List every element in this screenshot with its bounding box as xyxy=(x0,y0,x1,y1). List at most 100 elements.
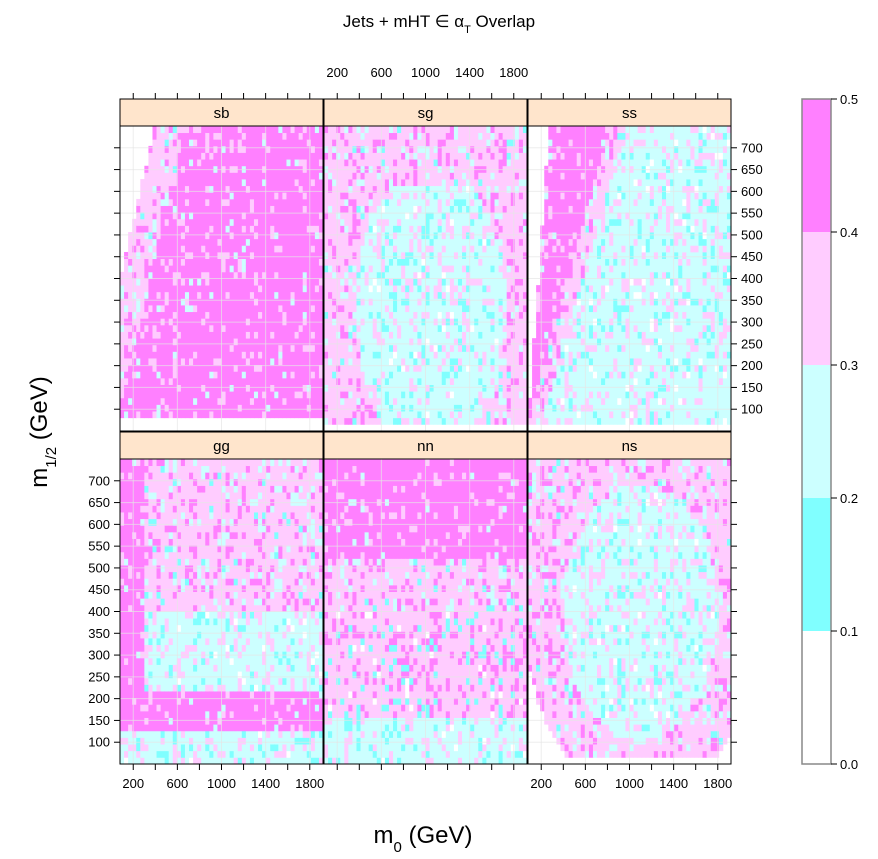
heatmap-cell xyxy=(295,133,299,140)
heatmap-cell xyxy=(340,153,344,160)
heatmap-cell xyxy=(185,298,189,305)
heatmap-cell xyxy=(560,411,564,418)
heatmap-cell xyxy=(205,239,209,246)
heatmap-cell xyxy=(369,252,373,259)
heatmap-cell xyxy=(499,398,503,405)
heatmap-cell xyxy=(270,391,274,398)
heatmap-cell xyxy=(136,371,140,378)
heatmap-cell xyxy=(299,219,303,226)
heatmap-cell xyxy=(409,404,413,411)
heatmap-cell xyxy=(254,126,258,133)
heatmap-cell xyxy=(266,298,270,305)
heatmap-cell xyxy=(507,245,511,252)
heatmap-cell xyxy=(234,292,238,299)
heatmap-cell xyxy=(169,358,173,365)
heatmap-cell xyxy=(556,358,560,365)
heatmap-cell xyxy=(348,378,352,385)
heatmap-cell xyxy=(128,272,132,279)
heatmap-cell xyxy=(234,385,238,392)
heatmap-cell xyxy=(577,298,581,305)
heatmap-cell xyxy=(205,398,209,405)
heatmap-cell xyxy=(124,411,128,418)
heatmap-cell xyxy=(246,192,250,199)
heatmap-cell xyxy=(589,398,593,405)
heatmap-cell xyxy=(450,279,454,286)
heatmap-cell xyxy=(515,232,519,239)
heatmap-cell xyxy=(377,159,381,166)
heatmap-cell xyxy=(324,272,328,279)
heatmap-cell xyxy=(393,259,397,266)
heatmap-cell xyxy=(234,245,238,252)
heatmap-cell xyxy=(434,146,438,153)
heatmap-cell xyxy=(238,172,242,179)
heatmap-cell xyxy=(148,292,152,299)
heatmap-cell xyxy=(161,245,165,252)
heatmap-cell xyxy=(373,192,377,199)
heatmap-cell xyxy=(128,411,132,418)
heatmap-cell xyxy=(365,285,369,292)
heatmap-cell xyxy=(462,385,466,392)
heatmap-cell xyxy=(332,272,336,279)
heatmap-cell xyxy=(373,279,377,286)
heatmap-cell xyxy=(490,404,494,411)
heatmap-cell xyxy=(152,279,156,286)
heatmap-cell xyxy=(213,385,217,392)
heatmap-cell xyxy=(144,351,148,358)
heatmap-cell xyxy=(222,279,226,286)
heatmap-cell xyxy=(377,404,381,411)
heatmap-cell xyxy=(478,146,482,153)
heatmap-cell xyxy=(474,239,478,246)
heatmap-cell xyxy=(361,245,365,252)
heatmap-cell xyxy=(246,133,250,140)
heatmap-cell xyxy=(552,179,556,186)
heatmap-cell xyxy=(495,358,499,365)
heatmap-cell xyxy=(144,345,148,352)
heatmap-cell xyxy=(361,139,365,146)
heatmap-cell xyxy=(169,199,173,206)
heatmap-cell xyxy=(450,146,454,153)
heatmap-cell xyxy=(157,298,161,305)
heatmap-cell xyxy=(377,298,381,305)
heatmap-cell xyxy=(393,159,397,166)
heatmap-cell xyxy=(128,312,132,319)
heatmap-cell xyxy=(278,139,282,146)
heatmap-cell xyxy=(270,358,274,365)
heatmap-cell xyxy=(478,378,482,385)
heatmap-cell xyxy=(490,305,494,312)
heatmap-cell xyxy=(577,358,581,365)
heatmap-cell xyxy=(242,206,246,213)
heatmap-cell xyxy=(144,325,148,332)
heatmap-cell xyxy=(324,398,328,405)
heatmap-cell xyxy=(340,279,344,286)
heatmap-cell xyxy=(238,192,242,199)
heatmap-cell xyxy=(266,265,270,272)
heatmap-cell xyxy=(515,146,519,153)
heatmap-cell xyxy=(258,332,262,339)
heatmap-cell xyxy=(246,385,250,392)
heatmap-cell xyxy=(209,126,213,133)
heatmap-cell xyxy=(124,385,128,392)
heatmap-cell xyxy=(295,245,299,252)
heatmap-cell xyxy=(507,239,511,246)
heatmap-cell xyxy=(332,371,336,378)
heatmap-cell xyxy=(332,133,336,140)
heatmap-cell xyxy=(213,199,217,206)
heatmap-cell xyxy=(458,305,462,312)
heatmap-cell xyxy=(409,391,413,398)
heatmap-cell xyxy=(369,325,373,332)
heatmap-cell xyxy=(573,358,577,365)
heatmap-cell xyxy=(393,305,397,312)
heatmap-cell xyxy=(373,232,377,239)
heatmap-cell xyxy=(332,312,336,319)
heatmap-cell xyxy=(389,179,393,186)
heatmap-cell xyxy=(291,378,295,385)
heatmap-cell xyxy=(442,232,446,239)
heatmap-cell xyxy=(389,192,393,199)
heatmap-cell xyxy=(430,385,434,392)
heatmap-cell xyxy=(519,265,523,272)
heatmap-cell xyxy=(157,305,161,312)
heatmap-cell xyxy=(361,411,365,418)
heatmap-cell xyxy=(242,279,246,286)
heatmap-cell xyxy=(434,265,438,272)
heatmap-cell xyxy=(299,404,303,411)
